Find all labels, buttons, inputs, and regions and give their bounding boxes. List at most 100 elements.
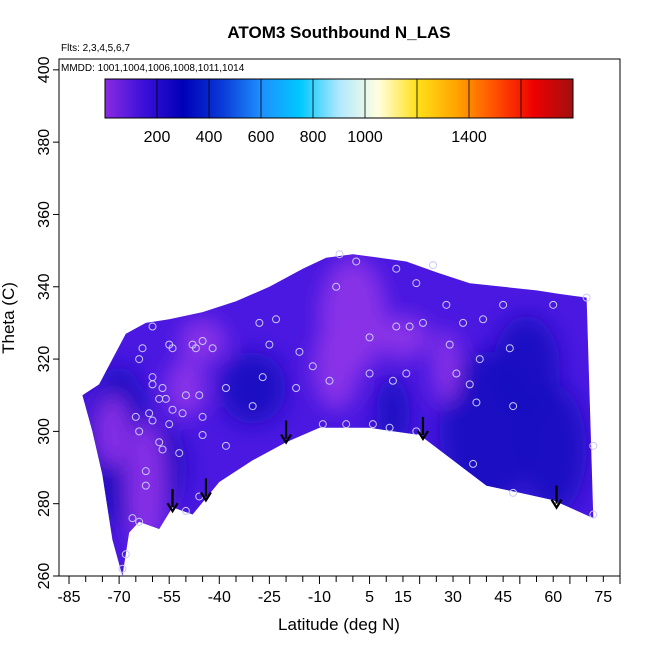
observation-point xyxy=(158,445,167,454)
observation-point xyxy=(412,427,421,436)
arrow-marker xyxy=(166,489,179,514)
observation-point xyxy=(191,344,200,353)
observation-point xyxy=(258,373,267,382)
observation-point xyxy=(469,459,478,468)
y-tick-label: 360 xyxy=(36,201,53,228)
observation-point xyxy=(265,340,274,349)
x-tick-label: -10 xyxy=(308,589,331,606)
colorbar-tick-label: 800 xyxy=(300,129,327,146)
observation-point xyxy=(135,355,144,364)
field-high-region xyxy=(312,322,360,410)
observation-point xyxy=(308,362,317,371)
y-tick-label: 400 xyxy=(36,56,53,83)
x-axis: -85 -70 -55 -40 -25 -10 5 15 30 45 60 75 xyxy=(57,576,621,606)
observation-point xyxy=(445,340,454,349)
observation-point xyxy=(198,431,207,439)
observation-point xyxy=(131,412,140,421)
observation-point xyxy=(509,402,518,411)
field-low-region xyxy=(219,351,287,425)
arrow-marker xyxy=(280,420,293,445)
x-tick-label: -70 xyxy=(108,589,131,606)
colorbar-gradient xyxy=(104,78,574,119)
observation-point xyxy=(405,322,414,331)
observation-point xyxy=(325,376,334,385)
field-high-region xyxy=(376,315,430,360)
observation-point xyxy=(509,488,518,497)
observation-point xyxy=(402,369,411,378)
x-tick-label: 30 xyxy=(444,589,462,606)
colorbar-tick-label: 1400 xyxy=(451,129,487,146)
x-tick-label: 75 xyxy=(594,589,612,606)
chart-title: ATOM3 Southbound N_LAS xyxy=(227,23,450,42)
observation-point xyxy=(165,420,174,429)
x-tick-label: 60 xyxy=(544,589,562,606)
field-high-region xyxy=(433,330,460,403)
y-tick-label: 280 xyxy=(36,490,53,517)
observation-point xyxy=(161,394,170,403)
colorbar: 200 400 600 800 1000 1400 xyxy=(104,78,574,146)
field-high-region xyxy=(125,420,166,551)
plot-frame xyxy=(58,58,621,577)
observation-point xyxy=(368,420,377,429)
observation-point xyxy=(365,369,374,378)
colorbar-tick-label: 600 xyxy=(248,129,275,146)
observation-point xyxy=(181,391,190,400)
observation-point xyxy=(221,441,230,450)
observation-point xyxy=(141,481,150,490)
observation-point xyxy=(148,416,157,425)
observation-point xyxy=(589,510,598,519)
observation-point xyxy=(198,337,207,345)
observation-point xyxy=(128,514,137,523)
observation-point xyxy=(388,376,397,385)
observation-point xyxy=(442,300,451,309)
arrow-marker xyxy=(417,416,429,441)
observation-point xyxy=(418,318,427,327)
arrow-marker xyxy=(199,478,212,503)
colorbar-tick-label: 200 xyxy=(144,129,171,146)
observation-point xyxy=(392,322,401,331)
x-tick-label: 5 xyxy=(365,589,374,606)
observation-point xyxy=(412,279,421,288)
y-tick-label: 340 xyxy=(36,273,53,300)
colorbar-tick-label: 400 xyxy=(196,129,223,146)
observation-point xyxy=(352,257,361,266)
observation-point xyxy=(499,300,508,309)
y-tick-label: 300 xyxy=(36,418,53,445)
x-tick-label: -25 xyxy=(258,589,281,606)
x-tick-label: 45 xyxy=(494,589,512,606)
observation-point xyxy=(148,322,157,331)
field-high-region xyxy=(165,359,206,417)
observation-point xyxy=(248,402,257,411)
arrow-markers xyxy=(166,416,563,514)
observation-point xyxy=(145,409,154,418)
observation-markers xyxy=(118,250,598,573)
observation-point xyxy=(318,420,327,429)
x-axis-label: Latitude (deg N) xyxy=(278,615,400,634)
observation-point xyxy=(148,373,157,382)
observation-point xyxy=(582,293,591,302)
observation-point xyxy=(255,318,264,327)
arrow-marker xyxy=(550,485,563,510)
contour-field xyxy=(82,254,594,576)
field-low-region xyxy=(376,377,410,450)
observation-point xyxy=(292,384,301,392)
observation-point xyxy=(198,412,207,421)
observation-point xyxy=(465,380,474,389)
y-tick-label: 380 xyxy=(36,129,53,156)
y-axis-label: Theta (C) xyxy=(0,282,18,354)
observation-point xyxy=(138,344,147,353)
observation-point xyxy=(295,347,304,356)
observation-point xyxy=(342,420,351,429)
observation-point xyxy=(208,344,217,353)
observation-point xyxy=(141,467,150,476)
field-high-region xyxy=(179,319,226,363)
field-low-region xyxy=(493,315,560,417)
observation-point xyxy=(365,333,374,342)
observation-point xyxy=(475,355,484,364)
observation-point xyxy=(589,441,598,450)
observation-point xyxy=(505,344,514,353)
observation-point xyxy=(549,300,558,309)
observation-point xyxy=(452,369,461,378)
x-tick-label: -85 xyxy=(57,589,80,606)
dates-label: MMDD: 1001,1004,1006,1008,1011,1014 xyxy=(61,63,245,74)
